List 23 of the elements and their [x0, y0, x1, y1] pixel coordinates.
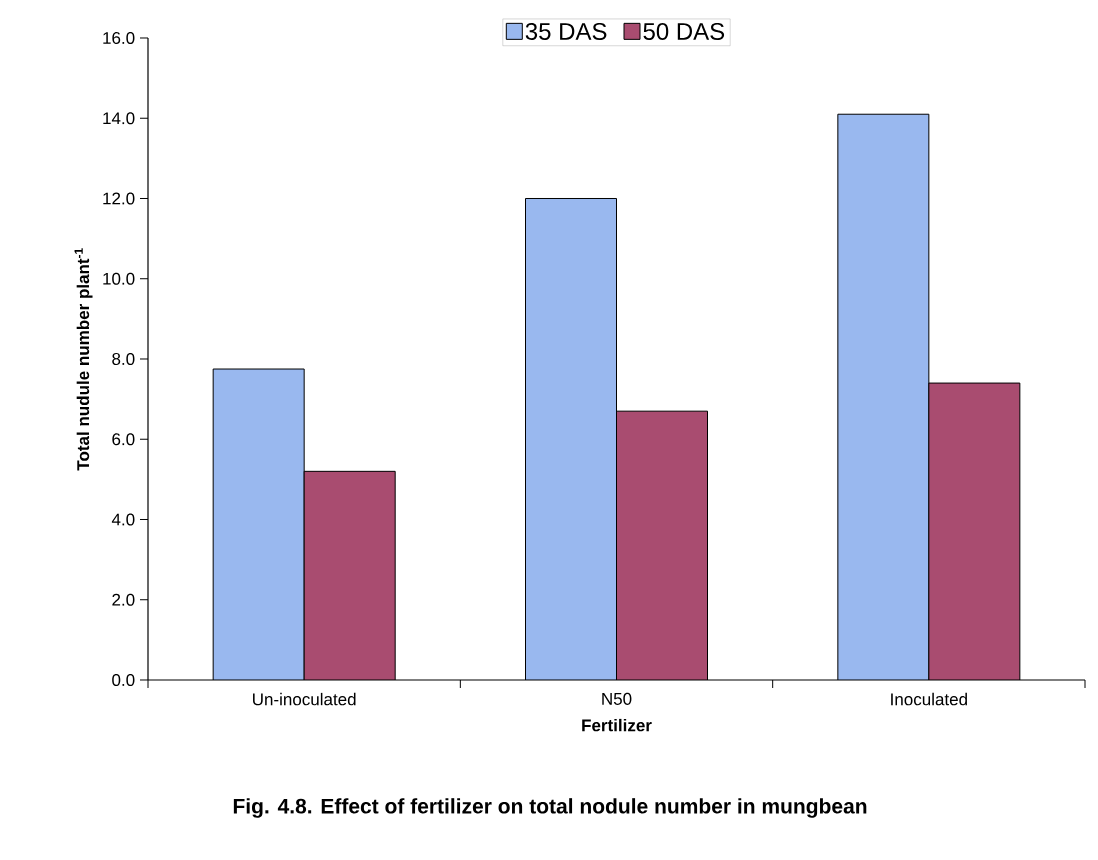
- y-tick-label: 4.0: [111, 513, 135, 526]
- legend-label: 35 DAS: [525, 22, 607, 40]
- y-tick-label: 2.0: [112, 593, 135, 606]
- bar: [616, 411, 708, 680]
- y-tick-label: 16.0: [103, 31, 135, 45]
- y-tick-label: 12.0: [103, 192, 135, 205]
- caption: Fig. 4.8. Effect of fertilizer on total nodule number in mungbean: [233, 798, 867, 818]
- y-tick-label: 0.0: [112, 673, 135, 687]
- x-tick-label: N50: [602, 692, 632, 705]
- y-tick-label: 14.0: [103, 112, 135, 125]
- x-axis-title: Fertilizer: [582, 718, 652, 732]
- x-tick-label: Un-inoculated: [253, 692, 356, 706]
- y-tick-label: 10.0: [103, 272, 135, 285]
- bar: [837, 113, 930, 680]
- legend-label: 50 DAS: [643, 22, 725, 40]
- y-tick-label: 6.0: [112, 433, 135, 446]
- y-axis-title: Total nudule number plant$^{-1}$: [74, 248, 93, 471]
- x-tick-label: Inoculated: [891, 692, 967, 706]
- bar: [525, 198, 617, 680]
- bar: [928, 382, 1021, 680]
- bar: [304, 471, 396, 680]
- bar: [213, 369, 305, 680]
- y-tick-label: 8.0: [112, 352, 135, 366]
